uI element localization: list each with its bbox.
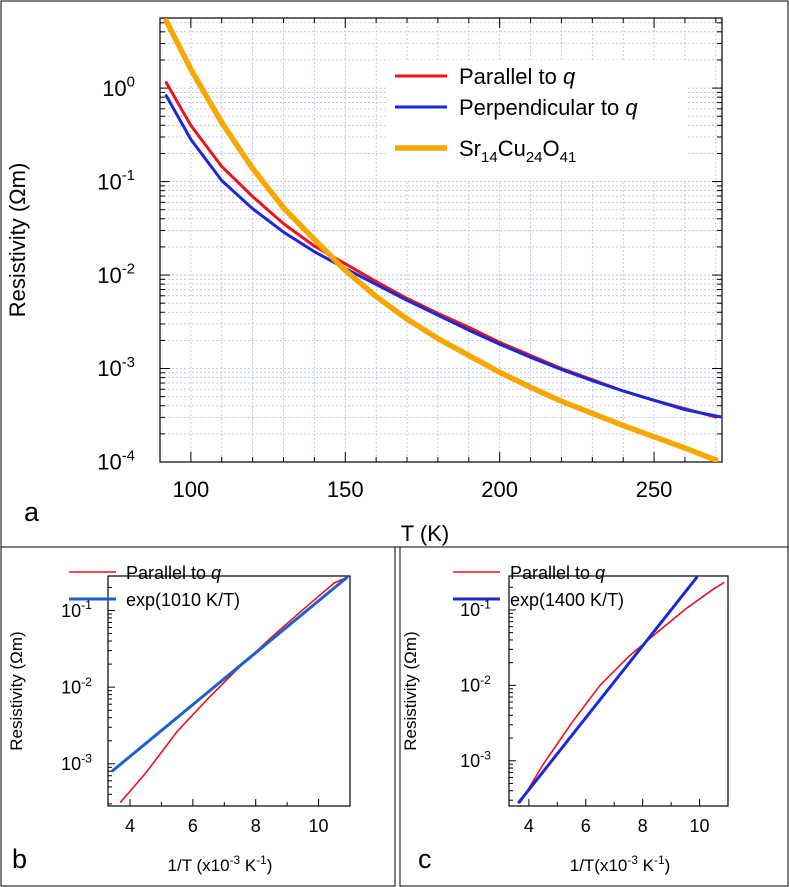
c-y-tick-label: 10-2 [460, 673, 491, 696]
panel-c-chart: 10-1 10-2 10-3 4 6 8 10 Resistivity (Ωm) 1/T(x10… [401, 563, 729, 875]
c-series-line-0 [519, 581, 725, 804]
a-y-tick-label: 10-3 [97, 354, 135, 381]
panel-c-border [399, 546, 789, 887]
panel-a-chart: 100 10-1 10-2 10-3 10-4 100 150 200 250 Resistivi… [5, 17, 723, 546]
a-x-tick-label: 150 [327, 477, 364, 502]
b-series-line-0 [119, 577, 347, 804]
a-y-tick-label: 100 [102, 74, 135, 101]
b-y-tick-label: 10-1 [61, 598, 92, 621]
c-x-tick-label: 8 [638, 816, 648, 836]
b-legend-label-1: exp(1010 K/T) [126, 590, 240, 610]
c-legend-label-0: Parallel to q [510, 563, 605, 583]
c-plot-frame [508, 575, 729, 807]
b-y-tick-label: 10-3 [61, 752, 92, 775]
a-x-tick-label: 100 [173, 477, 210, 502]
c-legend-label-1: exp(1400 K/T) [510, 590, 624, 610]
c-x-axis-label: 1/T(x10-3 K-1) [570, 853, 671, 875]
panel-b-chart: 10-1 10-2 10-3 4 6 8 10 Resistivity (Ωm) 1/T (x1… [7, 563, 351, 875]
c-y-tick-label: 10-3 [460, 748, 491, 771]
a-y-axis-label: Resistivity (Ωm) [5, 163, 30, 318]
a-legend-label-0: Parallel to q [459, 64, 576, 89]
a-x-tick-label: 200 [481, 477, 518, 502]
panel-a-letter: a [24, 497, 40, 527]
b-series-line-1 [111, 576, 349, 773]
b-x-axis-label: 1/T (x10-3 K-1) [168, 853, 273, 875]
c-series-line-1 [517, 576, 699, 804]
b-plot-frame [107, 575, 351, 807]
a-series-line-2 [163, 18, 719, 462]
a-x-tick-label: 250 [636, 477, 673, 502]
a-series-line-1 [164, 94, 722, 419]
panel-b-letter: b [12, 844, 27, 874]
c-y-tick-label: 10-1 [460, 598, 491, 621]
a-legend-bg [388, 60, 688, 180]
c-x-tick-label: 6 [581, 816, 591, 836]
a-x-axis-label: T (K) [401, 521, 449, 546]
b-legend-label-0: Parallel to q [126, 563, 221, 583]
a-plot-frame [159, 17, 723, 463]
panel-c-letter: c [418, 844, 432, 874]
b-x-tick-label: 10 [309, 816, 329, 836]
a-y-tick-label: 10-4 [97, 447, 135, 474]
panel-b-border [0, 546, 396, 887]
b-x-tick-label: 4 [125, 816, 135, 836]
b-x-tick-label: 6 [188, 816, 198, 836]
b-x-tick-label: 8 [251, 816, 261, 836]
b-y-tick-label: 10-2 [61, 675, 92, 698]
a-legend-label-1: Perpendicular to q [459, 95, 638, 120]
b-y-axis-label: Resistivity (Ωm) [7, 631, 26, 750]
a-legend-label-2: Sr14Cu24O41 [459, 136, 576, 166]
c-x-tick-label: 10 [690, 816, 710, 836]
c-x-tick-label: 4 [524, 816, 534, 836]
c-y-axis-label: Resistivity (Ωm) [401, 631, 420, 750]
a-y-tick-label: 10-2 [97, 261, 135, 288]
a-y-tick-label: 10-1 [97, 167, 135, 194]
